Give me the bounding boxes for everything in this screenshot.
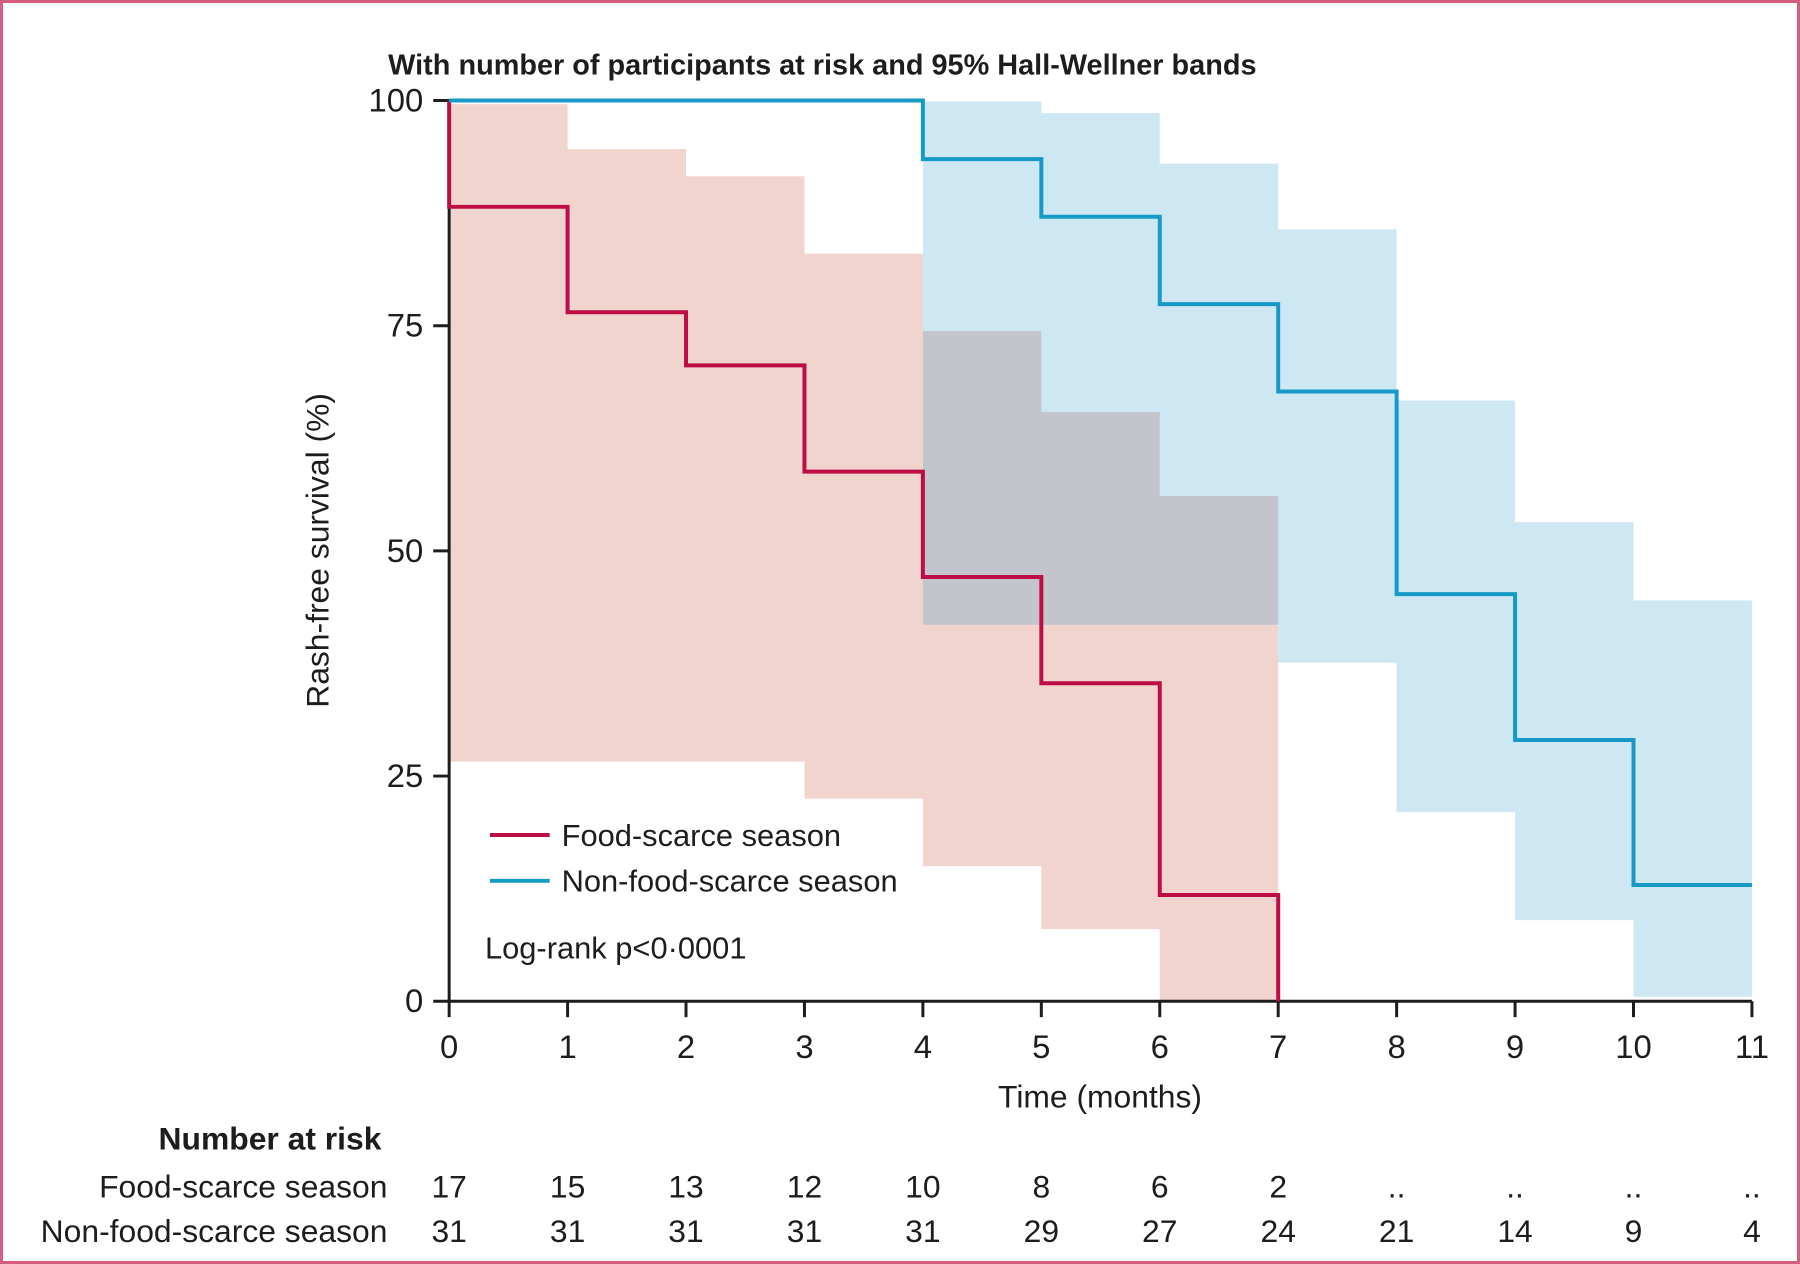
x-tick-label: 5 (1032, 1028, 1050, 1065)
risk-row-label-food-scarce: Food-scarce season (99, 1168, 387, 1204)
risk-values-layer: 17 15 13 12 10 8 6 2...... .. 31 31 31 31 31 29 27 24 21 1… (431, 1168, 1760, 1249)
y-tick-label: 100 (368, 81, 423, 118)
survival-curves-layer (447, 98, 1752, 1002)
x-tick-label: 3 (795, 1028, 813, 1065)
risk-value: .. (1388, 1168, 1406, 1204)
risk-value: 13 (668, 1168, 703, 1204)
legend-label-non-food-scarce: Non-food-scarce season (562, 864, 898, 899)
x-tick-label: 9 (1506, 1028, 1524, 1065)
risk-value: .. (1506, 1168, 1524, 1204)
x-tick-label: 7 (1269, 1028, 1287, 1065)
risk-row-label-non-food-scarce: Non-food-scarce season (41, 1213, 388, 1249)
band-overlap-region (922, 331, 1279, 625)
risk-value: 31 (431, 1213, 466, 1249)
risk-value: 27 (1142, 1213, 1177, 1249)
non-food-scarce-survival-curve (449, 98, 1752, 888)
risk-value: 31 (787, 1213, 822, 1249)
risk-value: 4 (1743, 1213, 1761, 1249)
risk-value: 31 (905, 1213, 940, 1249)
risk-value: 29 (1024, 1213, 1059, 1249)
axes-layer (433, 99, 1754, 1018)
risk-value: 8 (1032, 1168, 1050, 1204)
logrank-annotation: Log-rank p<0·0001 (485, 930, 747, 965)
risk-value: 10 (905, 1168, 940, 1204)
legend: Food-scarce season Non-food-scarce seaso… (489, 818, 898, 899)
risk-value: 6 (1151, 1168, 1169, 1204)
risk-table-header: Number at risk (159, 1121, 382, 1157)
y-tick-label: 75 (387, 307, 424, 344)
x-tick-label: 11 (1735, 1028, 1769, 1065)
chart-title: With number of participants at risk and … (388, 50, 1256, 82)
risk-value: 14 (1497, 1213, 1532, 1249)
risk-value: .. (1625, 1168, 1643, 1204)
non-food-scarce-confidence-band (922, 101, 1752, 997)
y-tick-label: 25 (387, 757, 424, 794)
risk-value: 24 (1260, 1213, 1295, 1249)
risk-value: .. (1743, 1168, 1761, 1204)
y-axis-title: Rash-free survival (%) (300, 393, 336, 708)
y-tick-label: 0 (405, 982, 423, 1019)
risk-value: 9 (1625, 1213, 1643, 1249)
risk-value: 2 (1269, 1168, 1287, 1204)
risk-value: 31 (668, 1213, 703, 1249)
risk-value: 21 (1379, 1213, 1414, 1249)
x-tick-label: 0 (440, 1028, 458, 1065)
x-tick-label: 4 (914, 1028, 932, 1065)
x-tick-label: 2 (677, 1028, 695, 1065)
legend-label-food-scarce: Food-scarce season (562, 818, 841, 853)
x-tick-label: 1 (558, 1028, 576, 1065)
number-at-risk-table: Number at risk Food-scarce season Non-fo… (41, 1121, 1761, 1250)
food-scarce-confidence-band (449, 104, 1279, 1002)
risk-value: 15 (550, 1168, 585, 1204)
x-tick-label: 10 (1615, 1028, 1652, 1065)
tick-labels-layer: 0 25 50 75 100 0 1 2 3 4 5 6 7 8 9 10 11 (368, 81, 1768, 1064)
risk-value: 17 (431, 1168, 466, 1204)
x-tick-label: 6 (1151, 1028, 1169, 1065)
x-tick-label: 8 (1387, 1028, 1405, 1065)
food-scarce-survival-curve (447, 100, 1281, 1002)
confidence-bands-layer (449, 101, 1752, 1002)
risk-value: 31 (550, 1213, 585, 1249)
x-axis-title: Time (months) (998, 1079, 1202, 1115)
y-tick-label: 50 (387, 532, 424, 569)
risk-value: 12 (787, 1168, 822, 1204)
